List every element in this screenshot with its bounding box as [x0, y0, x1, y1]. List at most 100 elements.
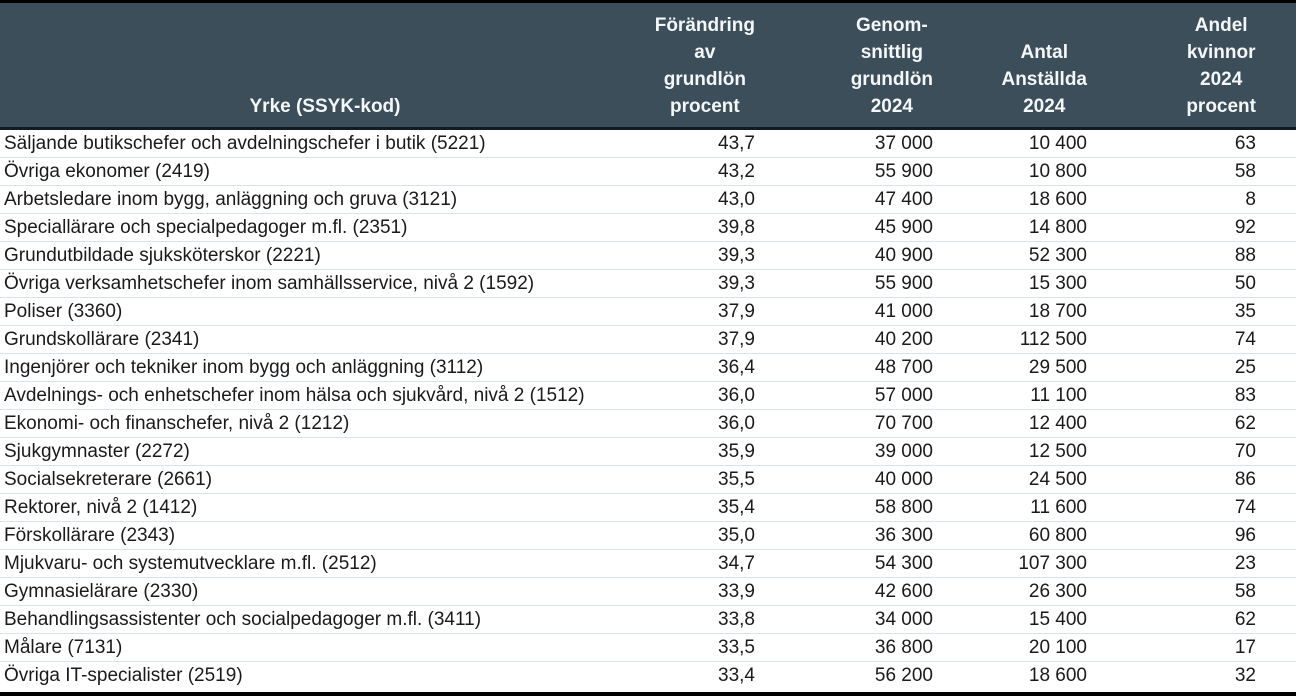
women-share-percent-cell: 25: [1094, 353, 1296, 382]
header-line: Förändring: [654, 15, 755, 36]
column-header-yrke-label: Yrke (SSYK-kod): [249, 96, 401, 117]
salary-change-percent-cell: 37,9: [650, 325, 762, 354]
header-line: av: [694, 42, 716, 63]
employees-2024-cell: 15 400: [940, 605, 1094, 634]
salary-change-percent-cell: 33,5: [650, 633, 762, 662]
header-line: grundlön: [850, 69, 933, 90]
occupation-cell: Övriga verksamhetschefer inom samhällsse…: [0, 269, 650, 298]
table-row: Speciallärare och specialpedagoger m.fl.…: [0, 213, 1296, 242]
women-share-percent-cell: 83: [1094, 381, 1296, 410]
header-line: 2024: [1023, 96, 1066, 117]
salary-change-percent-cell: 43,7: [718, 133, 755, 154]
salary-change-percent-cell: 39,8: [650, 213, 762, 242]
occupation-cell: Förskollärare (2343): [0, 521, 650, 550]
header-line: 2024: [1200, 69, 1243, 90]
table-row: Socialsekreterare (2661) 35,5 40 000 24 500…: [0, 465, 1296, 494]
employees-2024-cell: 107 300: [940, 549, 1094, 578]
avg-salary-2024-cell: 37 000: [874, 133, 933, 154]
avg-salary-2024-cell: 40 000: [762, 465, 940, 494]
avg-salary-2024-cell: 48 700: [762, 353, 940, 382]
table-row: Mjukvaru- och systemutvecklare m.fl. (25…: [0, 549, 1296, 578]
employees-2024-cell: 12 500: [940, 437, 1094, 466]
avg-salary-2024-cell: 40 900: [762, 241, 940, 270]
avg-salary-2024-cell: 47 400: [762, 185, 940, 214]
women-share-percent-cell: 88: [1094, 241, 1296, 270]
occupation-cell: Säljande butikschefer och avdelningschef…: [4, 133, 486, 154]
occupation-cell: Målare (7131): [0, 633, 650, 662]
header-line: Anställda: [1001, 69, 1087, 90]
occupation-cell: Socialsekreterare (2661): [0, 465, 650, 494]
avg-salary-2024-cell: 54 300: [762, 549, 940, 578]
header-row: Yrke (SSYK-kod) Förändring av grundlön p…: [0, 3, 1296, 130]
salary-change-percent-cell: 36,0: [650, 381, 762, 410]
employees-2024-cell: 10 800: [940, 157, 1094, 186]
avg-salary-2024-cell: 39 000: [762, 437, 940, 466]
header-line: Antal: [1020, 42, 1068, 63]
women-share-percent-cell: 32: [1094, 661, 1296, 689]
table-row: Arbetsledare inom bygg, anläggning och g…: [0, 185, 1296, 214]
salary-change-percent-cell: 33,8: [650, 605, 762, 634]
table-row: Avdelnings- och enhetschefer inom hälsa …: [0, 381, 1296, 410]
women-share-percent-cell: 58: [1094, 577, 1296, 606]
table-row: Ekonomi- och finanschefer, nivå 2 (1212)…: [0, 409, 1296, 438]
header-line: Genom-: [855, 15, 928, 36]
women-share-percent-cell: 74: [1094, 325, 1296, 354]
column-header-forandring-grundlon: Förändring av grundlön procent: [650, 3, 762, 130]
column-header-andel-kvinnor: Andel kvinnor 2024 procent: [1094, 3, 1296, 130]
avg-salary-2024-cell: 36 800: [762, 633, 940, 662]
avg-salary-2024-cell: 34 000: [762, 605, 940, 634]
women-share-percent-cell: 50: [1094, 269, 1296, 298]
header-line: grundlön: [663, 69, 747, 90]
table-row: Målare (7131) 33,5 36 800 20 100 17: [0, 633, 1296, 662]
table-row: Grundskollärare (2341) 37,9 40 200 112 500 7…: [0, 325, 1296, 354]
header-line: snittlig: [860, 42, 923, 63]
table-row: Behandlingsassistenter och socialpedagog…: [0, 605, 1296, 634]
employees-2024-cell: 24 500: [940, 465, 1094, 494]
women-share-percent-cell: 74: [1094, 493, 1296, 522]
salary-change-percent-cell: 43,0: [650, 185, 762, 214]
employees-2024-cell: 29 500: [940, 353, 1094, 382]
women-share-percent-cell: 70: [1094, 437, 1296, 466]
salary-change-percent-cell: 34,7: [650, 549, 762, 578]
table-row: Övriga verksamhetschefer inom samhällsse…: [0, 269, 1296, 298]
salary-change-percent-cell: 39,3: [650, 269, 762, 298]
employees-2024-cell: 18 600: [940, 185, 1094, 214]
table-header: Yrke (SSYK-kod) Förändring av grundlön p…: [0, 3, 1296, 130]
women-share-percent-cell: 62: [1094, 605, 1296, 634]
table-row: Poliser (3360) 37,9 41 000 18 700 35: [0, 297, 1296, 326]
salary-change-percent-cell: 39,3: [650, 241, 762, 270]
occupation-cell: Behandlingsassistenter och socialpedagog…: [0, 605, 650, 634]
table-row: Övriga IT-specialister (2519) 33,4 56 200 1…: [0, 661, 1296, 689]
employees-2024-cell: 52 300: [940, 241, 1094, 270]
employees-2024-cell: 10 400: [1028, 133, 1087, 154]
table-row: Sjukgymnaster (2272) 35,9 39 000 12 500 70: [0, 437, 1296, 466]
women-share-percent-cell: 23: [1094, 549, 1296, 578]
header-line: Andel: [1194, 15, 1248, 36]
avg-salary-2024-cell: 45 900: [762, 213, 940, 242]
women-share-percent-cell: 63: [1234, 133, 1256, 154]
employees-2024-cell: 18 600: [940, 661, 1094, 689]
avg-salary-2024-cell: 41 000: [762, 297, 940, 326]
employees-2024-cell: 112 500: [940, 325, 1094, 354]
women-share-percent-cell: 62: [1094, 409, 1296, 438]
avg-salary-2024-cell: 36 300: [762, 521, 940, 550]
women-share-percent-cell: 58: [1094, 157, 1296, 186]
women-share-percent-cell: 96: [1094, 521, 1296, 550]
table-row: Grundutbildade sjuksköterskor (2221) 39,3…: [0, 241, 1296, 270]
salary-change-percent-cell: 43,2: [650, 157, 762, 186]
occupation-cell: Speciallärare och specialpedagoger m.fl.…: [0, 213, 650, 242]
employees-2024-cell: 12 400: [940, 409, 1094, 438]
avg-salary-2024-cell: 57 000: [762, 381, 940, 410]
occupation-cell: Poliser (3360): [0, 297, 650, 326]
avg-salary-2024-cell: 56 200: [762, 661, 940, 689]
employees-2024-cell: 14 800: [940, 213, 1094, 242]
header-line: 2024: [870, 96, 913, 117]
occupation-cell: Övriga IT-specialister (2519): [0, 661, 650, 689]
employees-2024-cell: 60 800: [940, 521, 1094, 550]
employees-2024-cell: 18 700: [940, 297, 1094, 326]
avg-salary-2024-cell: 55 900: [762, 157, 940, 186]
column-header-genomsnittlig-grundlon: Genom- snittlig grundlön 2024: [762, 3, 940, 130]
occupation-cell: Arbetsledare inom bygg, anläggning och g…: [0, 185, 650, 214]
table-row: Säljande butikschefer och avdelningschef…: [0, 129, 1296, 158]
salary-change-percent-cell: 35,5: [650, 465, 762, 494]
